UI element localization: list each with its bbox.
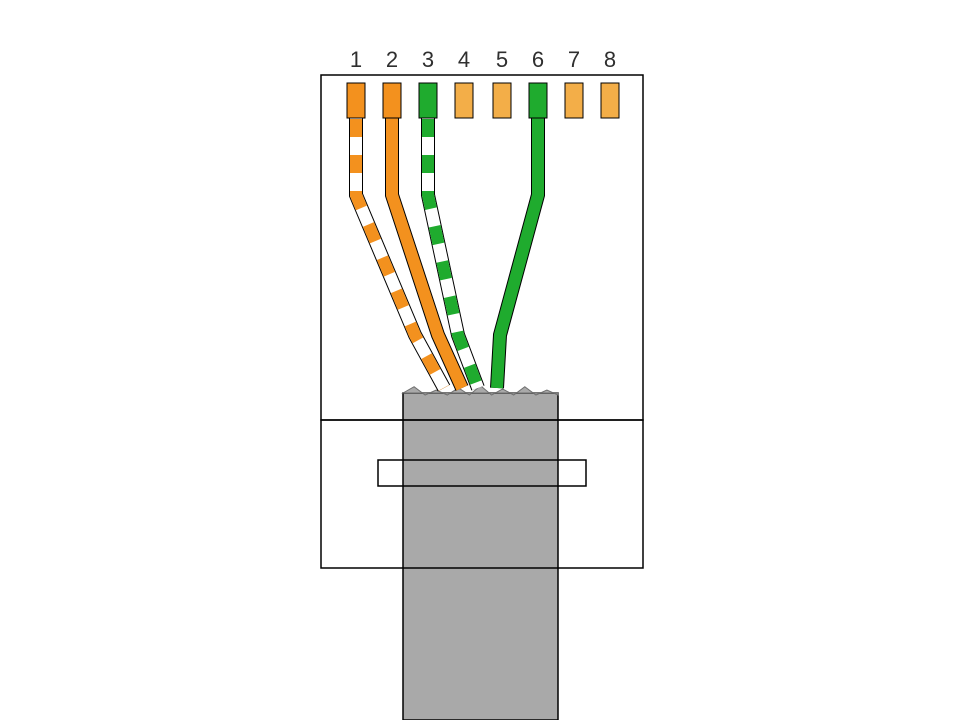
pin-label-2: 2 <box>386 47 398 72</box>
pin-pad-5 <box>493 83 511 118</box>
pin-label-5: 5 <box>496 47 508 72</box>
cable-jacket <box>403 393 558 720</box>
pin-label-4: 4 <box>458 47 470 72</box>
pin-pad-6 <box>529 83 547 118</box>
pin-label-3: 3 <box>422 47 434 72</box>
wires-group <box>356 83 538 388</box>
connector-body <box>321 75 643 420</box>
pin-pad-4 <box>455 83 473 118</box>
pin-pad-8 <box>601 83 619 118</box>
pin-label-1: 1 <box>350 47 362 72</box>
pin-label-7: 7 <box>568 47 580 72</box>
pin-pad-1 <box>347 83 365 118</box>
pin-pad-7 <box>565 83 583 118</box>
pin-label-8: 8 <box>604 47 616 72</box>
pin-pad-2 <box>383 83 401 118</box>
rj45-diagram: 1234 5678 <box>0 0 960 720</box>
pin-pad-3 <box>419 83 437 118</box>
pin-label-6: 6 <box>532 47 544 72</box>
